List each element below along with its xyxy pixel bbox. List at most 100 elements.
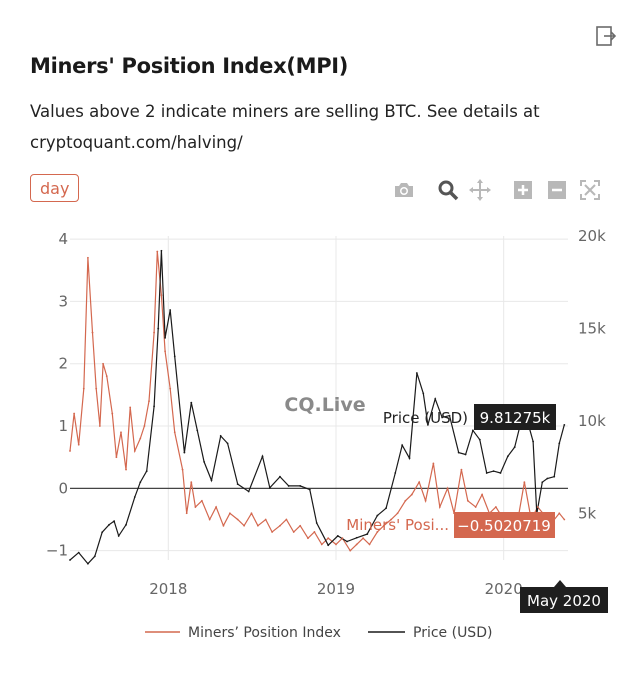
data-point-price[interactable] bbox=[346, 540, 348, 543]
data-point-mpi[interactable] bbox=[120, 431, 122, 434]
data-point-mpi[interactable] bbox=[396, 512, 399, 515]
data-point-mpi[interactable] bbox=[536, 506, 539, 508]
data-point-price[interactable] bbox=[183, 451, 186, 454]
data-point-mpi[interactable] bbox=[190, 481, 193, 484]
data-point-mpi[interactable] bbox=[432, 462, 435, 465]
data-point-mpi[interactable] bbox=[215, 506, 217, 508]
data-point-mpi[interactable] bbox=[382, 524, 385, 527]
data-point-mpi[interactable] bbox=[208, 518, 211, 521]
data-point-mpi[interactable] bbox=[474, 506, 477, 508]
data-point-price[interactable] bbox=[376, 514, 379, 517]
data-point-price[interactable] bbox=[532, 440, 534, 443]
data-point-mpi[interactable] bbox=[143, 425, 146, 427]
data-point-mpi[interactable] bbox=[156, 250, 159, 253]
data-point-mpi[interactable] bbox=[185, 512, 188, 515]
data-point-mpi[interactable] bbox=[335, 543, 337, 546]
data-point-mpi[interactable] bbox=[362, 537, 365, 540]
data-point-mpi[interactable] bbox=[523, 481, 526, 484]
data-point-mpi[interactable] bbox=[125, 468, 127, 471]
data-point-mpi[interactable] bbox=[169, 387, 172, 390]
data-point-price[interactable] bbox=[327, 544, 330, 547]
data-point-price[interactable] bbox=[499, 472, 502, 474]
data-point-mpi[interactable] bbox=[77, 443, 80, 446]
data-point-price[interactable] bbox=[401, 444, 404, 447]
camera-icon[interactable] bbox=[392, 178, 416, 202]
data-point-mpi[interactable] bbox=[264, 518, 267, 521]
data-point-price[interactable] bbox=[385, 507, 387, 510]
zoom-in-icon[interactable] bbox=[511, 178, 535, 202]
data-point-price[interactable] bbox=[164, 336, 166, 339]
data-point-mpi[interactable] bbox=[236, 518, 239, 521]
data-point-price[interactable] bbox=[546, 477, 549, 480]
data-point-price[interactable] bbox=[336, 535, 339, 537]
zoom-out-icon[interactable] bbox=[545, 178, 569, 202]
data-point-mpi[interactable] bbox=[69, 450, 71, 452]
data-point-price[interactable] bbox=[236, 483, 239, 485]
data-point-mpi[interactable] bbox=[292, 531, 295, 533]
data-point-mpi[interactable] bbox=[376, 531, 379, 533]
data-point-price[interactable] bbox=[492, 470, 495, 473]
data-point-mpi[interactable] bbox=[111, 412, 114, 415]
data-point-price[interactable] bbox=[169, 309, 172, 311]
export-icon[interactable] bbox=[594, 24, 618, 48]
data-point-mpi[interactable] bbox=[355, 543, 358, 546]
data-point-price[interactable] bbox=[472, 429, 474, 432]
data-point-price[interactable] bbox=[160, 249, 163, 252]
data-point-price[interactable] bbox=[219, 435, 222, 437]
data-point-mpi[interactable] bbox=[446, 487, 449, 490]
data-point-price[interactable] bbox=[506, 455, 509, 458]
data-point-price[interactable] bbox=[558, 442, 561, 445]
data-point-mpi[interactable] bbox=[349, 549, 352, 552]
data-point-price[interactable] bbox=[190, 401, 193, 404]
data-point-price[interactable] bbox=[203, 460, 206, 463]
data-point-mpi[interactable] bbox=[438, 506, 441, 508]
data-point-price[interactable] bbox=[77, 551, 80, 554]
data-point-mpi[interactable] bbox=[460, 468, 463, 471]
autoscale-icon[interactable] bbox=[578, 178, 602, 202]
legend[interactable]: Miners’ Position Index Price (USD) bbox=[145, 625, 492, 641]
data-point-price[interactable] bbox=[173, 355, 176, 358]
data-point-mpi[interactable] bbox=[87, 256, 89, 259]
data-point-mpi[interactable] bbox=[307, 537, 309, 540]
range-day-button[interactable]: day bbox=[30, 174, 80, 202]
data-point-price[interactable] bbox=[448, 414, 451, 417]
data-point-mpi[interactable] bbox=[558, 512, 561, 515]
data-point-price[interactable] bbox=[101, 531, 104, 534]
data-point-price[interactable] bbox=[299, 485, 302, 487]
data-point-mpi[interactable] bbox=[115, 456, 118, 459]
data-point-mpi[interactable] bbox=[327, 537, 330, 540]
data-point-price[interactable] bbox=[247, 490, 250, 493]
data-point-mpi[interactable] bbox=[139, 437, 142, 440]
data-point-price[interactable] bbox=[408, 457, 411, 460]
data-point-price[interactable] bbox=[441, 416, 444, 419]
data-point-price[interactable] bbox=[355, 536, 358, 539]
series-line-mpi[interactable] bbox=[69, 251, 565, 552]
legend-label-mpi[interactable]: Miners’ Position Index bbox=[188, 625, 341, 641]
data-point-price[interactable] bbox=[87, 562, 89, 565]
data-point-mpi[interactable] bbox=[390, 518, 393, 521]
data-point-mpi[interactable] bbox=[466, 499, 469, 502]
data-point-mpi[interactable] bbox=[164, 350, 166, 353]
data-point-mpi[interactable] bbox=[563, 518, 566, 521]
data-point-mpi[interactable] bbox=[105, 375, 108, 378]
data-point-price[interactable] bbox=[478, 438, 481, 441]
data-point-mpi[interactable] bbox=[160, 294, 163, 297]
data-point-mpi[interactable] bbox=[222, 524, 225, 527]
data-point-price[interactable] bbox=[415, 372, 418, 374]
data-point-mpi[interactable] bbox=[73, 412, 76, 415]
data-point-mpi[interactable] bbox=[91, 331, 94, 334]
data-point-price[interactable] bbox=[139, 481, 142, 484]
data-point-price[interactable] bbox=[287, 485, 290, 487]
data-point-price[interactable] bbox=[210, 479, 213, 482]
data-point-mpi[interactable] bbox=[256, 524, 259, 527]
data-point-price[interactable] bbox=[457, 451, 460, 454]
data-point-mpi[interactable] bbox=[481, 493, 483, 496]
data-point-mpi[interactable] bbox=[243, 524, 246, 527]
data-point-price[interactable] bbox=[133, 496, 136, 498]
data-point-mpi[interactable] bbox=[404, 499, 407, 502]
data-point-mpi[interactable] bbox=[313, 531, 316, 533]
data-point-price[interactable] bbox=[308, 488, 311, 491]
data-point-price[interactable] bbox=[464, 453, 467, 456]
data-point-mpi[interactable] bbox=[299, 524, 302, 527]
